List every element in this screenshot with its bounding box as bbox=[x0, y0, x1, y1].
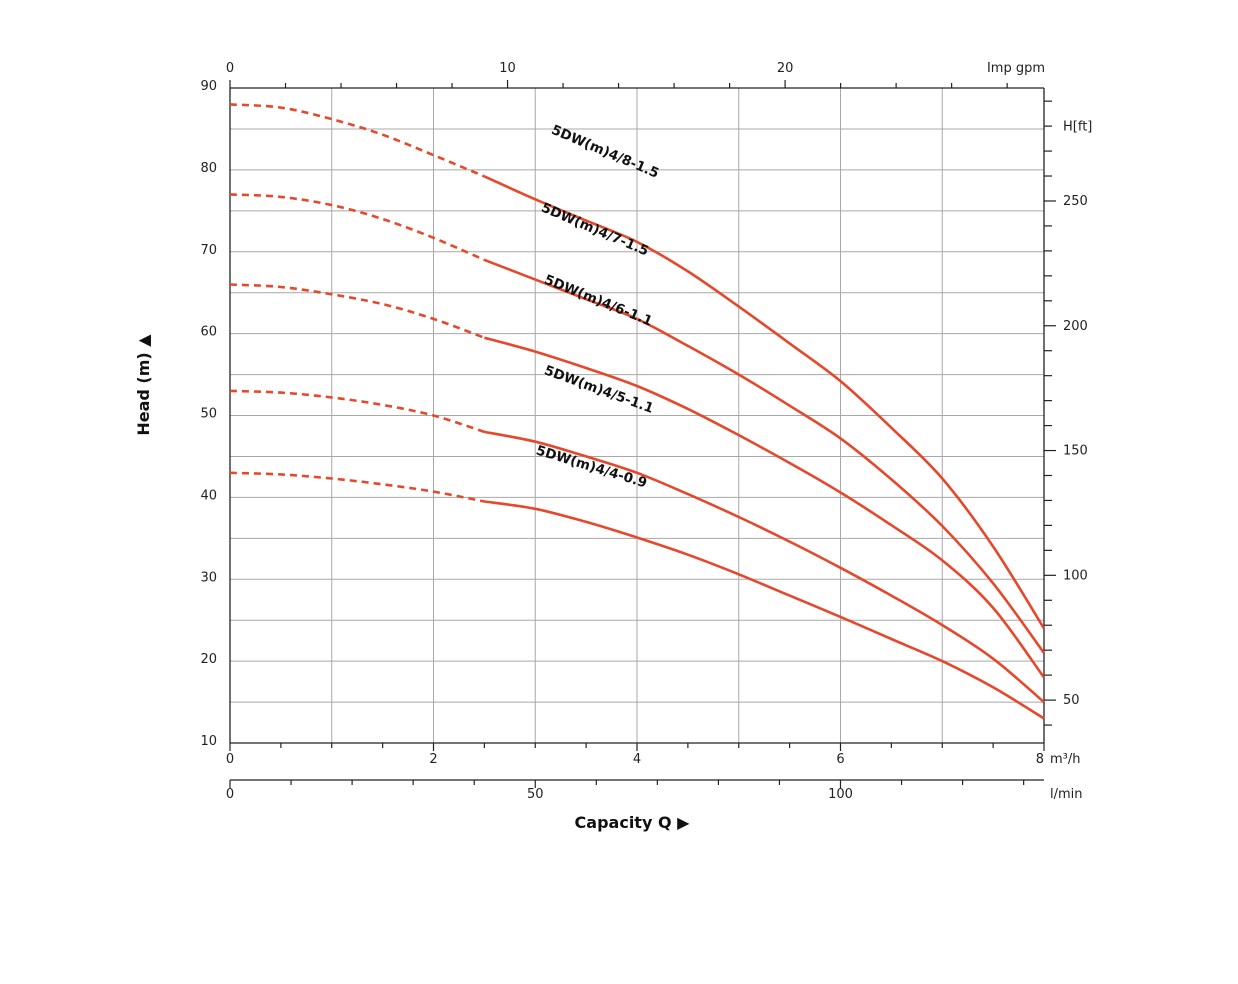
x-tick-label: 2 bbox=[429, 752, 437, 767]
ft-tick-label: 100 bbox=[1063, 568, 1088, 583]
series-3 bbox=[229, 283, 1046, 679]
curve-label: 5DW(m)4/8-1.5 bbox=[549, 122, 661, 182]
curve-labels: 5DW(m)4/8-1.5 5DW(m)4/7-1.5 5DW(m)4/6-1.1 5… bbox=[534, 122, 661, 491]
series-solid-line bbox=[484, 430, 1045, 704]
lmin-tick-label: 100 bbox=[828, 787, 853, 802]
lmin-tick-label: 0 bbox=[226, 787, 234, 802]
y-tick-label: 80 bbox=[200, 161, 217, 176]
y-tick-label: 60 bbox=[200, 325, 217, 340]
y-tick-label: 50 bbox=[200, 407, 217, 422]
y-tick-label: 10 bbox=[200, 734, 217, 749]
y-tick-label: 40 bbox=[200, 488, 217, 503]
series-2 bbox=[229, 193, 1046, 654]
gpm-tick-label: 10 bbox=[499, 61, 516, 76]
series-5 bbox=[229, 471, 1045, 720]
series-dashed-line bbox=[229, 193, 485, 262]
axis-titles: Head (m) ▲ Capacity Q ▶ bbox=[134, 334, 690, 832]
series-solid-line bbox=[484, 500, 1045, 720]
ft-tick-label: 150 bbox=[1063, 444, 1088, 459]
y-tick-label: 30 bbox=[200, 570, 217, 585]
series-solid-line bbox=[484, 336, 1046, 679]
x-axis-title: Capacity Q ▶ bbox=[575, 813, 691, 832]
ft-unit-label: H[ft] bbox=[1063, 120, 1092, 135]
x-tick-label: 0 bbox=[226, 752, 234, 767]
curve-label: 5DW(m)4/5-1.1 bbox=[542, 362, 656, 416]
series-solid-line bbox=[483, 175, 1046, 630]
x-tick-label: 6 bbox=[836, 752, 844, 767]
y-tick-label: 90 bbox=[200, 79, 217, 94]
gpm-unit-label: Imp gpm bbox=[987, 61, 1045, 76]
y-tick-label: 70 bbox=[200, 243, 217, 258]
series bbox=[229, 103, 1046, 720]
y-axis-title: Head (m) ▲ bbox=[134, 334, 153, 436]
series-solid-line bbox=[483, 258, 1046, 654]
lmin-unit-label: l/min bbox=[1050, 787, 1083, 802]
grid bbox=[230, 88, 1044, 743]
series-dashed-line bbox=[229, 471, 485, 503]
curve-label: 5DW(m)4/4-0.9 bbox=[534, 443, 649, 492]
ft-tick-label: 200 bbox=[1063, 319, 1088, 334]
series-4 bbox=[229, 389, 1045, 704]
x-tick-label: 8 bbox=[1036, 752, 1044, 767]
gpm-tick-label: 0 bbox=[226, 61, 234, 76]
ft-tick-label: 250 bbox=[1063, 194, 1088, 209]
curve-label: 5DW(m)4/6-1.1 bbox=[542, 272, 655, 330]
lmin-tick-label: 50 bbox=[527, 787, 544, 802]
x-unit-label: m³/h bbox=[1050, 752, 1081, 767]
y-tick-label: 20 bbox=[200, 652, 217, 667]
series-dashed-line bbox=[229, 389, 485, 434]
curve-label: 5DW(m)4/7-1.5 bbox=[539, 200, 651, 260]
series-dashed-line bbox=[229, 103, 485, 178]
gpm-tick-label: 20 bbox=[777, 61, 794, 76]
series-1 bbox=[229, 103, 1046, 630]
ft-tick-label: 50 bbox=[1063, 693, 1080, 708]
x-tick-label: 4 bbox=[633, 752, 641, 767]
